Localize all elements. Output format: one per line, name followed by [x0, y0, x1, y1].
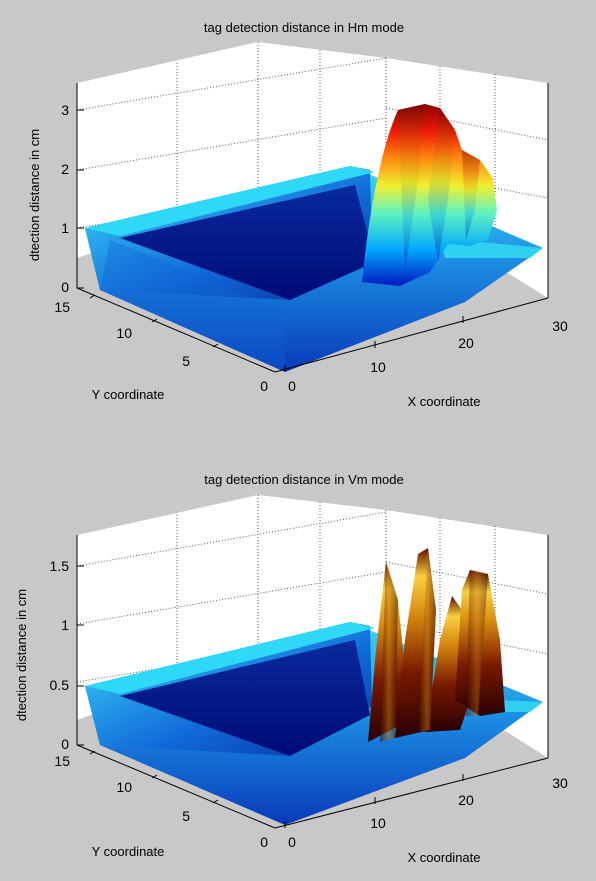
- y-tick-5: 5: [182, 353, 190, 369]
- z-tick-3: 3: [61, 102, 69, 118]
- y-tick-10: 10: [116, 325, 132, 341]
- y-tick-5: 5: [182, 808, 190, 824]
- surface-ridge-shadow-1: [380, 562, 398, 742]
- z-axis-label: dtection distance in cm: [27, 129, 42, 261]
- x-tick-10: 10: [370, 815, 386, 831]
- z-tick-1: 1: [61, 220, 69, 236]
- y-tick-15: 15: [54, 753, 70, 769]
- z-tick-0: 0: [61, 279, 69, 295]
- ticks: [77, 565, 549, 828]
- x-tick-10: 10: [370, 359, 386, 375]
- y-tick-0: 0: [260, 378, 268, 394]
- axes-background: [77, 42, 386, 258]
- chart-panel-vm: tag detection distance in Vm mode 1.5 1 …: [14, 462, 586, 865]
- surface-front-face: [100, 240, 285, 372]
- chart-panel-hm: tag detection distance in Hm mode 3 2 1 …: [14, 12, 586, 412]
- surface-ridge-shadow-3: [466, 570, 488, 716]
- y-tick-15: 15: [54, 299, 70, 315]
- surface-rim: [85, 622, 375, 694]
- surface-plot-hm: [85, 104, 543, 372]
- surface-rim: [85, 166, 375, 236]
- axis-lines: [76, 83, 549, 373]
- x-tick-20: 20: [458, 335, 474, 351]
- chart-title: tag detection distance in Hm mode: [204, 20, 404, 35]
- surface-plot-vm: [85, 548, 543, 825]
- y-tick-10: 10: [116, 779, 132, 795]
- surface-pit: [120, 185, 375, 300]
- z-tick-0.5: 0.5: [50, 677, 70, 693]
- x-tick-30: 30: [552, 775, 568, 791]
- surface-ridge-shadow-2: [418, 548, 436, 732]
- surface-peak-ridge-3: [462, 150, 480, 240]
- x-axis-label: X coordinate: [408, 850, 481, 865]
- z-tick-2: 2: [61, 161, 69, 177]
- x-axis-label: X coordinate: [408, 394, 481, 409]
- x-tick-0: 0: [288, 834, 296, 850]
- chart-title: tag detection distance in Vm mode: [204, 472, 403, 487]
- axis-lines: [76, 535, 549, 829]
- y-tick-0: 0: [260, 834, 268, 850]
- z-tick-1: 1: [61, 617, 69, 633]
- z-tick-0: 0: [61, 736, 69, 752]
- axes-background: [77, 495, 386, 720]
- surface-pit: [120, 640, 370, 756]
- x-tick-30: 30: [552, 318, 568, 334]
- ticks: [77, 109, 549, 372]
- z-tick-1.5: 1.5: [50, 558, 70, 574]
- x-tick-20: 20: [458, 792, 474, 808]
- x-tick-0: 0: [288, 378, 296, 394]
- z-axis-label: dtection distance in cm: [14, 589, 29, 721]
- y-axis-label: Y coordinate: [92, 387, 165, 402]
- surface-rim-right: [500, 700, 543, 712]
- y-axis-label: Y coordinate: [92, 844, 165, 859]
- surface-peak-ridge-1: [398, 104, 425, 272]
- surface-peak-ridge-2: [428, 108, 455, 262]
